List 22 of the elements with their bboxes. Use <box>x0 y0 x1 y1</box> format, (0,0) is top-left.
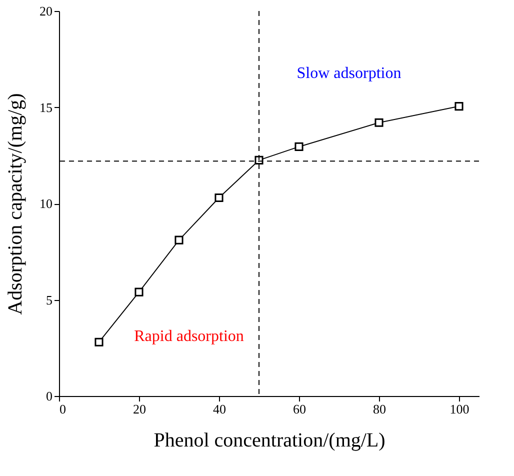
x-tick-label: 20 <box>133 402 146 416</box>
x-tick-label: 100 <box>450 402 470 416</box>
point <box>454 102 464 111</box>
point <box>294 142 304 151</box>
y-axis-title: Adsorption capacity/(mg/g) <box>4 93 26 315</box>
annotation: Rapid adsorption <box>134 328 244 345</box>
annotation: Slow adsorption <box>296 65 402 82</box>
y-tick-label: 0 <box>46 388 52 404</box>
point <box>174 236 184 244</box>
x-tick-label: 60 <box>293 402 306 416</box>
point <box>94 338 104 346</box>
y-tick-label: 10 <box>40 196 52 211</box>
y-tick-label: 15 <box>40 100 52 115</box>
point <box>134 288 144 296</box>
point <box>214 193 224 202</box>
x-tick-label: 0 <box>60 402 66 416</box>
point <box>374 118 384 127</box>
x-axis-title: Phenol concentration/(mg/L) <box>154 430 386 452</box>
y-tick-label: 20 <box>40 4 52 18</box>
x-tick-label: 40 <box>213 402 226 416</box>
y-tick-label: 5 <box>46 292 52 308</box>
x-tick-label: 80 <box>373 402 386 416</box>
